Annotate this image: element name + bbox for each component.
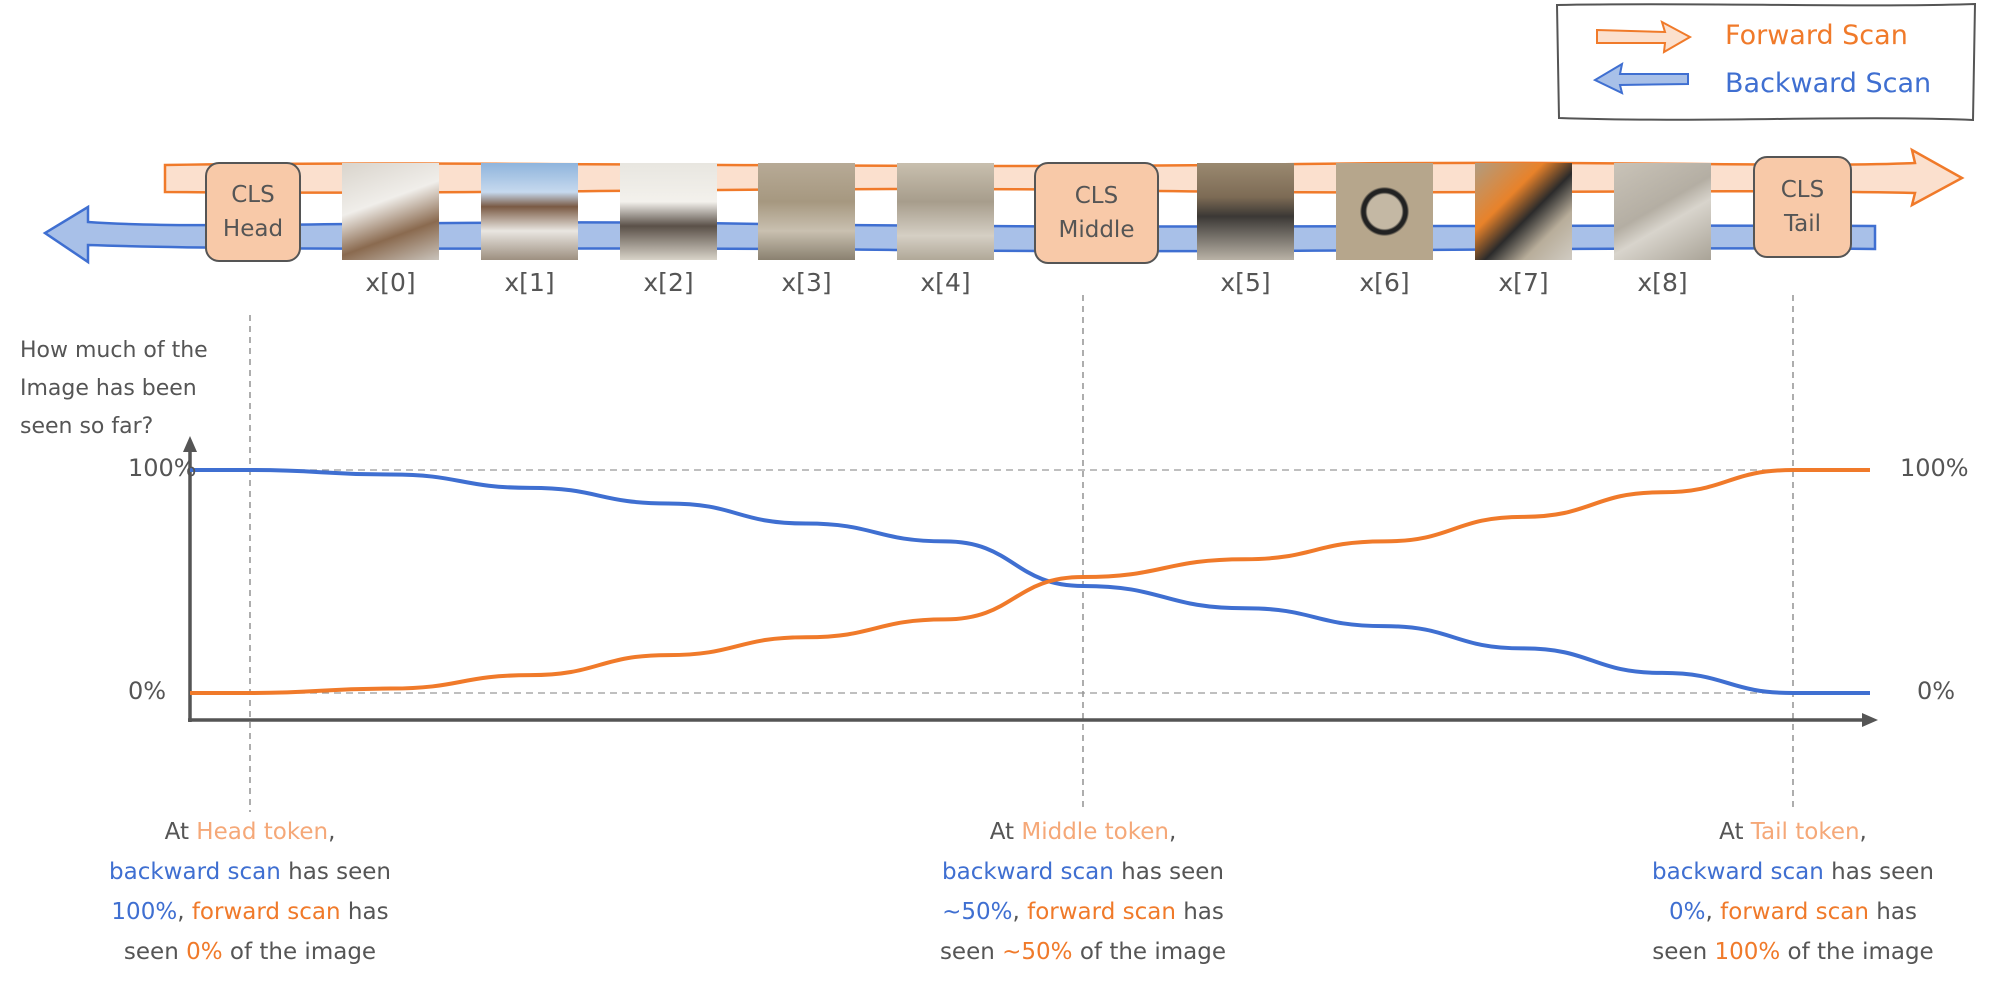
- middle-note: At Middle token, backward scan has seen …: [853, 812, 1313, 972]
- legend-forward-label: Forward Scan: [1725, 20, 1908, 51]
- note-forward: forward scan: [191, 899, 341, 925]
- note-token: Tail token: [1750, 819, 1860, 845]
- note-text: has seen: [1823, 859, 1934, 885]
- y-axis-label-line3: seen so far?: [20, 414, 154, 439]
- note-text: has: [340, 899, 389, 925]
- y-axis-label-line2: Image has been: [20, 376, 197, 401]
- note-text: At: [989, 819, 1022, 845]
- patch-image-2: [620, 163, 717, 260]
- note-text: of the image: [1072, 939, 1227, 965]
- cls-head-token: CLS Head: [205, 162, 301, 262]
- legend-box: [1555, 2, 1977, 122]
- note-text: ,: [1705, 899, 1721, 925]
- note-text: seen: [939, 939, 1003, 965]
- legend-backward-arrow-icon: [1592, 61, 1689, 95]
- patch-image-3: [758, 163, 855, 260]
- legend-backward-label: Backward Scan: [1725, 68, 1932, 99]
- patch-label-7: x[7]: [1498, 268, 1549, 297]
- note-text: seen: [123, 939, 187, 965]
- cls-middle-line1: CLS: [1074, 183, 1119, 209]
- y-axis-arrow-icon: [183, 436, 197, 452]
- note-text: ,: [1168, 819, 1177, 845]
- tail-note: At Tail token, backward scan has seen 0%…: [1563, 812, 2000, 972]
- cls-middle-line2: Middle: [1058, 217, 1135, 243]
- note-text: has: [1868, 899, 1917, 925]
- cls-tail-line2: Tail: [1783, 211, 1822, 237]
- patch-label-4: x[4]: [920, 268, 971, 297]
- patch-label-0: x[0]: [365, 268, 416, 297]
- patch-image-8: [1614, 163, 1711, 260]
- legend-forward-arrow-icon: [1596, 19, 1693, 54]
- note-token: Head token: [196, 819, 329, 845]
- note-backward: backward scan: [109, 859, 281, 885]
- note-backward-value: ~50%: [942, 899, 1013, 925]
- note-forward: forward scan: [1720, 899, 1869, 925]
- note-backward-value: 100%: [111, 899, 178, 925]
- note-forward-value: ~50%: [1002, 939, 1073, 965]
- note-backward-value: 0%: [1669, 899, 1706, 925]
- note-text: seen: [1652, 939, 1715, 965]
- note-text: has seen: [280, 859, 391, 885]
- note-forward: forward scan: [1027, 899, 1176, 925]
- note-text: of the image: [1780, 939, 1934, 965]
- tick-right-100: 100%: [1900, 454, 1969, 482]
- tick-left-0: 0%: [128, 677, 167, 705]
- head-note: At Head token, backward scan has seen 10…: [20, 812, 480, 972]
- y-axis-label-line1: How much of the: [20, 338, 208, 363]
- x-axis-arrow-icon: [1862, 713, 1878, 727]
- note-text: of the image: [222, 939, 377, 965]
- note-forward-value: 0%: [186, 939, 223, 965]
- cls-head-line2: Head: [222, 216, 284, 242]
- note-token: Middle token: [1021, 819, 1169, 845]
- note-text: has: [1175, 899, 1224, 925]
- backward-scan-curve: [190, 468, 1870, 695]
- patch-image-1: [481, 163, 578, 260]
- note-text: ,: [1012, 899, 1028, 925]
- patch-label-1: x[1]: [504, 268, 555, 297]
- note-text: ,: [328, 819, 336, 845]
- cls-head-line1: CLS: [231, 182, 275, 208]
- note-text: At: [164, 819, 197, 845]
- tick-right-0: 0%: [1917, 677, 1956, 705]
- tick-left-100: 100%: [128, 454, 197, 482]
- note-forward-value: 100%: [1714, 939, 1781, 965]
- note-text: has seen: [1113, 859, 1224, 885]
- patch-label-8: x[8]: [1637, 268, 1688, 297]
- patch-label-6: x[6]: [1359, 268, 1410, 297]
- y-axis-label: How much of the Image has been seen so f…: [20, 332, 208, 446]
- patch-label-5: x[5]: [1220, 268, 1271, 297]
- patch-image-5: [1197, 163, 1294, 260]
- note-backward: backward scan: [1652, 859, 1824, 885]
- patch-label-3: x[3]: [781, 268, 832, 297]
- note-text: ,: [1859, 819, 1867, 845]
- patch-image-4: [897, 163, 994, 260]
- cls-middle-token: CLS Middle: [1034, 162, 1159, 264]
- patch-label-2: x[2]: [643, 268, 694, 297]
- note-backward: backward scan: [942, 859, 1114, 885]
- patch-image-0: [342, 163, 439, 260]
- cls-tail-line1: CLS: [1780, 177, 1825, 203]
- cls-tail-token: CLS Tail: [1753, 156, 1852, 258]
- patch-image-7: [1475, 163, 1572, 260]
- note-text: At: [1719, 819, 1751, 845]
- note-text: ,: [177, 899, 192, 925]
- patch-image-6: [1336, 163, 1433, 260]
- forward-scan-curve: [189, 468, 1870, 695]
